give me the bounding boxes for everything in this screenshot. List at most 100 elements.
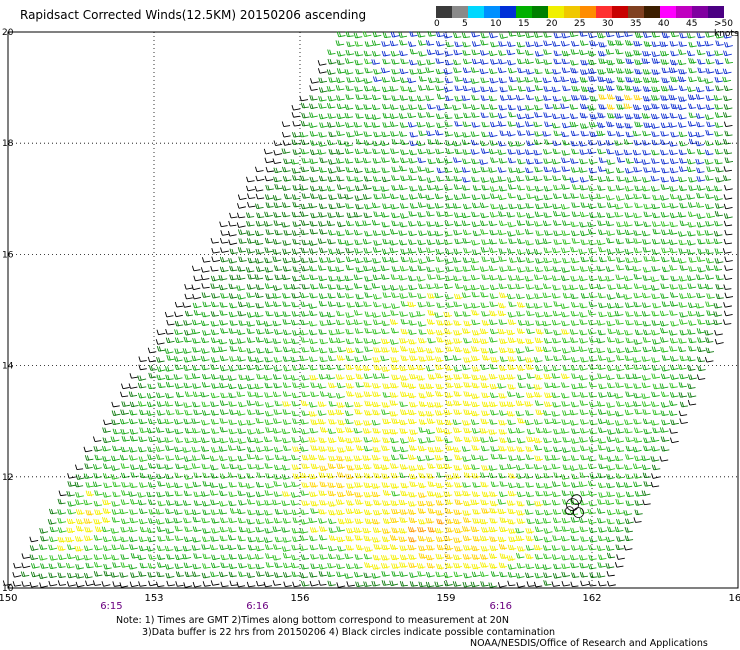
wind-barb [696,121,705,128]
wind-barb [651,131,660,137]
wind-barb [633,49,642,56]
wind-barb [506,49,516,56]
wind-barb [633,40,643,47]
wind-barb [615,39,624,46]
wind-barb [543,49,552,55]
wind-barb [382,32,391,39]
wind-barb [328,131,337,138]
wind-barb [344,141,354,147]
wind-barb [462,77,472,84]
wind-barb [389,85,399,92]
wind-barb [534,96,544,102]
map-title: Rapidsact Corrected Winds(12.5KM) 201502… [20,8,367,22]
wind-barb [391,95,400,101]
wind-barb [498,104,508,111]
wind-barb [642,50,652,57]
wind-barb [452,140,462,147]
wind-barb [706,121,715,128]
wind-barb [589,113,598,120]
wind-barb [463,58,472,65]
wind-barb [562,139,571,146]
wind-barb [300,102,309,109]
wind-barb [389,104,399,110]
wind-barb [686,50,696,57]
wind-barb [543,95,552,101]
scale-swatch [484,6,500,18]
wind-barb [624,51,634,57]
wind-barb [434,129,444,136]
wind-barb [624,85,633,92]
wind-barb [569,121,579,128]
wind-barb [714,68,724,75]
wind-barb [633,94,643,101]
wind-barb [507,121,517,127]
wind-barb [524,49,534,56]
wind-barb [516,31,526,37]
wind-barb [471,112,480,118]
wind-barb [695,131,705,138]
wind-barb [722,112,732,118]
wind-barb [425,67,435,73]
wind-barb [533,139,543,146]
wind-barb [355,94,364,100]
wind-barb [480,95,489,101]
scale-label: 30 [602,19,614,29]
wind-barb [715,40,724,46]
wind-barb [659,41,669,48]
scale-swatch [452,6,468,18]
wind-barb [570,130,580,137]
wind-barb [371,104,381,111]
wind-barb [724,58,733,64]
scale-swatch [692,6,708,18]
wind-barb [355,113,364,119]
y-tick-label: 20 [2,28,14,38]
wind-barb [660,113,670,120]
x-tick-label: 165 [728,593,740,604]
wind-barb [382,122,391,128]
wind-barb [371,59,381,65]
wind-barb [344,112,354,119]
wind-barb [615,131,625,137]
wind-barb [669,40,679,47]
wind-barb [668,94,678,101]
wind-barb [363,121,372,128]
wind-barb [553,130,562,137]
wind-barb [516,77,526,83]
wind-barb [391,68,401,75]
wind-barb [353,32,363,39]
wind-barb [426,59,436,65]
wind-barb [677,76,687,83]
wind-barb [364,113,374,120]
wind-barb [625,58,634,65]
wind-barb [479,59,489,65]
wind-barb [508,141,517,147]
wind-barb [318,131,327,138]
wind-barb [606,93,616,100]
wind-barb [407,112,417,119]
wind-barb [651,51,661,57]
wind-barb [588,121,598,128]
wind-barb [461,95,471,101]
scale-swatch [436,6,452,18]
wind-barb [436,104,445,111]
wind-barb [704,114,714,120]
wind-barb [300,120,309,127]
wind-barb [670,131,680,138]
wind-barb [507,94,517,101]
wind-barb [634,68,643,75]
wind-barb [309,131,319,137]
wind-barb [416,31,426,38]
wind-barb [587,50,597,57]
wind-barb [372,31,382,38]
wind-barb [606,103,615,110]
wind-barb [389,113,399,119]
wind-barb [606,59,615,66]
wind-barb [651,41,661,47]
wind-barb [416,121,426,128]
wind-barb [346,77,355,83]
time-label: 6:16 [246,601,269,612]
wind-barb [353,121,363,128]
wind-barb [560,103,570,110]
wind-barb [542,77,552,84]
wind-barb [445,41,454,48]
